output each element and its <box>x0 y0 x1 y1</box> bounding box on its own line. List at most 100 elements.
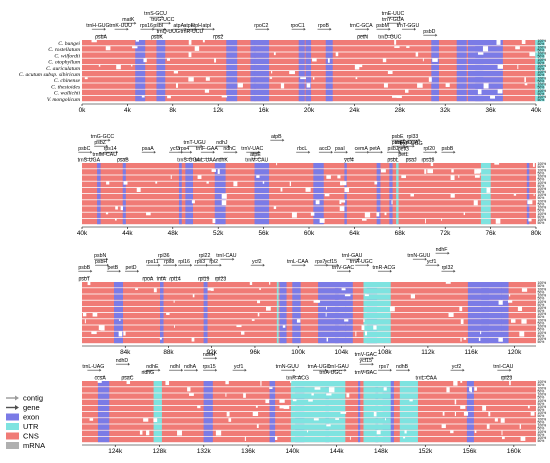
gene-annotation: ndhE <box>146 364 161 372</box>
exon-region <box>456 40 467 46</box>
exon-region <box>254 83 270 89</box>
exon-region <box>376 163 381 169</box>
track-3: 100%50% <box>82 294 546 301</box>
exon-region <box>269 430 276 436</box>
exon-region <box>389 218 393 225</box>
track-8: 100%50% <box>82 206 546 213</box>
exon-region <box>389 206 393 212</box>
utr-region <box>290 430 346 436</box>
exon-region <box>501 331 509 337</box>
gene-arrow-head <box>408 368 411 372</box>
utr-region <box>480 212 491 218</box>
x-axis-tick-label: 24k <box>349 107 360 114</box>
track-9: 100%50% <box>82 331 546 338</box>
divergence-dip <box>341 200 346 203</box>
divergence-dip <box>123 331 126 336</box>
pct-100-label: 100% <box>538 405 547 409</box>
divergence-dip <box>524 83 528 86</box>
exon-region <box>376 200 381 206</box>
exon-region <box>203 313 208 319</box>
exon-region <box>318 331 347 337</box>
gene-arrow-head <box>116 150 119 154</box>
divergence-dip <box>92 313 98 317</box>
exon-region <box>113 313 124 319</box>
exon-region <box>203 294 208 300</box>
utr-region <box>363 405 391 412</box>
exon-region <box>156 52 166 58</box>
gene-arrow-head <box>447 251 450 255</box>
exon-region <box>431 52 439 58</box>
divergence-dip <box>410 294 416 299</box>
gene-arrow-head <box>418 138 421 142</box>
exon-region <box>298 40 305 46</box>
exon-region <box>466 412 474 418</box>
exon-region <box>526 169 530 175</box>
utr-region <box>276 306 279 313</box>
gene-label: trnI-GAU <box>342 253 363 259</box>
exon-region <box>185 187 193 194</box>
exon-region <box>305 58 312 64</box>
exon-region <box>254 169 270 175</box>
gene-label: rpl2 <box>209 259 218 265</box>
divergence-dip <box>519 331 525 337</box>
exon-region <box>214 169 226 175</box>
exon-region <box>467 95 503 102</box>
exon-region <box>305 52 312 58</box>
exon-region <box>325 52 333 58</box>
exon-region <box>97 387 110 393</box>
exon-region <box>292 319 301 325</box>
x-axis-tick-label: 40k <box>531 107 542 114</box>
divergence-dip <box>356 64 363 68</box>
x-axis-tick-label: 156k <box>463 448 478 455</box>
exon-region <box>156 95 166 102</box>
utr-region <box>396 169 399 175</box>
x-axis-tick-label: 72k <box>440 230 451 237</box>
divergence-dip <box>498 300 503 305</box>
track-5: 100%50% <box>82 405 546 412</box>
exon-region <box>226 52 238 58</box>
divergence-dip <box>316 300 321 303</box>
gene-annotation: rpl36 <box>157 253 172 261</box>
gene-arrow-head <box>181 368 184 372</box>
divergence-dip <box>430 163 434 167</box>
utr-region <box>153 393 162 399</box>
exon-region <box>156 71 166 77</box>
exon-region <box>466 436 474 443</box>
exon-region <box>113 331 124 337</box>
gene-annotation: atpB <box>270 134 285 142</box>
exon-region <box>376 194 381 200</box>
gene-arrow-head <box>344 368 347 372</box>
divergence-dip <box>283 405 290 409</box>
pct-100-label: 100% <box>538 206 547 210</box>
pct-100-label: 100% <box>538 331 547 335</box>
gene-arrow-head <box>215 356 218 360</box>
exon-region <box>467 77 503 83</box>
pct-50-label: 50% <box>538 61 545 65</box>
pct-50-label: 50% <box>538 309 545 313</box>
gene-label: ndhE <box>146 364 159 370</box>
divergence-dip <box>463 337 467 340</box>
divergence-dip <box>520 436 526 441</box>
exon-region <box>254 77 270 83</box>
gene-label: rps7 <box>379 364 389 370</box>
divergence-dip <box>327 58 330 63</box>
exon-region <box>203 412 213 418</box>
exon-region <box>160 306 164 313</box>
exon-region <box>345 325 353 331</box>
exon-region <box>376 187 381 194</box>
exon-region <box>467 313 502 319</box>
gene-arrow-head <box>215 368 218 372</box>
exon-region <box>97 194 101 200</box>
gene-label: ycf2 <box>452 364 462 370</box>
exon-region <box>358 405 361 412</box>
gene-label: atpA <box>173 23 184 29</box>
gene-arrow-head <box>175 263 178 267</box>
pct-50-label: 50% <box>538 315 545 319</box>
divergence-dip <box>354 64 360 70</box>
gene-annotation: petG <box>398 147 409 153</box>
divergence-dip <box>497 64 503 69</box>
exon-region <box>325 64 333 71</box>
gene-label: psbM <box>376 23 389 29</box>
utr-region <box>276 294 279 300</box>
pct-50-label: 50% <box>538 42 545 46</box>
